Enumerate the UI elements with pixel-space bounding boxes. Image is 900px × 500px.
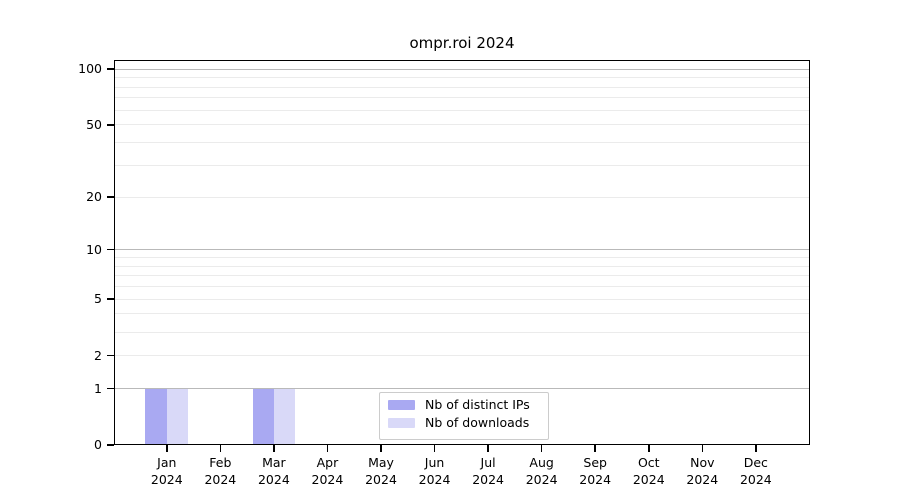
y-tick-label: 0: [94, 437, 102, 452]
x-tick-label: Aug 2024: [500, 454, 584, 488]
x-tick: [540, 445, 543, 452]
y-tick: [107, 298, 114, 300]
gridline-minor: [114, 97, 810, 99]
x-tick-year: 2024: [739, 472, 772, 487]
legend-swatch-downloads-icon: [388, 418, 415, 428]
x-tick-month: Nov: [690, 455, 715, 470]
x-tick-label: Jul 2024: [446, 454, 530, 488]
gridline-major: [114, 249, 810, 251]
y-tick-label: 100: [78, 61, 102, 77]
x-tick-label: Feb 2024: [178, 454, 262, 488]
x-tick-year: 2024: [257, 472, 290, 487]
x-tick-label: Nov 2024: [660, 454, 744, 488]
y-tick-label: 5: [94, 291, 102, 307]
x-tick-year: 2024: [311, 472, 344, 487]
legend-item-distinct-ips: Nb of distinct IPs: [380, 396, 548, 414]
gridline-minor: [114, 86, 810, 88]
x-tick-label: Dec 2024: [714, 454, 798, 488]
legend-label-distinct-ips: Nb of distinct IPs: [425, 397, 530, 412]
x-tick-label: Oct 2024: [607, 454, 691, 488]
gridline-minor: [114, 355, 810, 357]
gridline-minor: [114, 256, 810, 258]
x-tick: [487, 445, 489, 452]
x-tick: [380, 445, 382, 452]
x-tick-year: 2024: [579, 472, 612, 487]
y-tick: [107, 444, 114, 446]
x-tick-month: Mar: [262, 455, 286, 470]
x-tick-month: Sep: [583, 455, 607, 470]
gridline-minor: [114, 298, 810, 300]
plot-area: [114, 60, 810, 445]
x-tick-label: Jun 2024: [393, 454, 477, 488]
x-tick-month: Aug: [529, 455, 554, 470]
bar-distinct-ips-jan: [145, 388, 167, 445]
x-tick-year: 2024: [204, 472, 237, 487]
x-tick: [326, 445, 329, 452]
gridline-major: [114, 388, 810, 390]
chart-title: ompr.roi 2024: [409, 34, 515, 52]
gridline-minor: [114, 164, 810, 166]
x-tick-month: Jan: [157, 455, 177, 470]
x-tick: [166, 445, 168, 452]
y-tick: [107, 196, 114, 198]
gridline-minor: [114, 109, 810, 111]
y-tick-label: 10: [86, 241, 102, 257]
gridline-minor: [114, 331, 810, 333]
legend-item-downloads: Nb of downloads: [380, 414, 548, 432]
x-tick-year: 2024: [632, 472, 665, 487]
x-tick-year: 2024: [472, 472, 504, 487]
gridline-minor: [114, 77, 810, 79]
x-tick-year: 2024: [365, 472, 397, 487]
y-tick-label: 50: [86, 116, 102, 132]
legend-swatch-distinct-ips-icon: [388, 400, 415, 410]
legend-label-downloads: Nb of downloads: [425, 415, 530, 430]
x-tick-month: May: [368, 455, 394, 470]
x-tick: [273, 445, 275, 452]
x-tick: [755, 445, 757, 452]
legend: Nb of distinct IPs Nb of downloads: [379, 392, 549, 440]
gridline-minor: [114, 196, 810, 198]
y-tick-label: 20: [86, 189, 102, 205]
x-tick-month: Dec: [743, 455, 768, 470]
bar-downloads-mar: [273, 388, 296, 445]
y-tick: [107, 68, 114, 70]
y-tick-label: 1: [94, 380, 102, 396]
x-tick-month: Feb: [209, 455, 232, 470]
y-tick: [107, 248, 114, 251]
x-tick: [648, 445, 650, 452]
x-tick-month: Oct: [637, 455, 660, 470]
gridline-minor: [114, 265, 810, 267]
x-tick: [594, 445, 596, 452]
gridline-minor: [114, 124, 810, 126]
gridline-minor: [114, 313, 810, 315]
x-tick: [701, 445, 704, 452]
x-tick: [433, 445, 436, 452]
gridline-minor: [114, 275, 810, 277]
bar-downloads-jan: [166, 388, 189, 445]
x-tick-label: Sep 2024: [553, 454, 637, 488]
x-tick: [219, 445, 222, 452]
x-tick-month: Apr: [316, 455, 339, 470]
x-tick-label: Mar 2024: [232, 454, 316, 488]
x-tick-year: 2024: [150, 472, 183, 487]
x-tick-month: Jun: [424, 455, 445, 470]
x-tick-label: Jan 2024: [125, 454, 209, 488]
x-tick-year: 2024: [418, 472, 451, 487]
x-tick-label: Apr 2024: [285, 454, 369, 488]
x-tick-year: 2024: [525, 472, 558, 487]
y-tick: [107, 124, 114, 126]
gridline-minor: [114, 286, 810, 288]
x-tick-label: May 2024: [339, 454, 423, 488]
y-tick: [107, 387, 114, 390]
gridline-major: [114, 68, 810, 70]
y-tick-label: 2: [94, 347, 102, 363]
gridline-minor: [114, 142, 810, 144]
x-tick-month: Jul: [480, 455, 496, 470]
bar-distinct-ips-mar: [252, 388, 274, 445]
x-tick-year: 2024: [686, 472, 719, 487]
y-tick: [107, 354, 114, 357]
